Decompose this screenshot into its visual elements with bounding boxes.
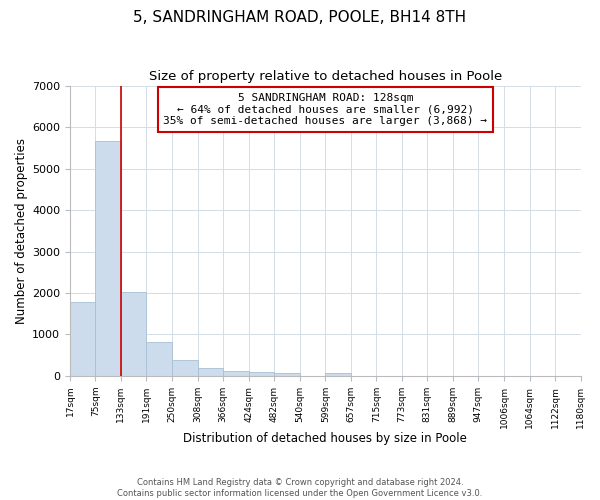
Bar <box>172 360 198 376</box>
Bar <box>121 292 146 376</box>
Bar <box>146 342 172 376</box>
Y-axis label: Number of detached properties: Number of detached properties <box>15 138 28 324</box>
Bar <box>223 370 248 376</box>
Bar <box>248 372 274 376</box>
Bar <box>325 373 351 376</box>
Bar <box>95 141 121 376</box>
X-axis label: Distribution of detached houses by size in Poole: Distribution of detached houses by size … <box>184 432 467 445</box>
Text: 5 SANDRINGHAM ROAD: 128sqm
← 64% of detached houses are smaller (6,992)
35% of s: 5 SANDRINGHAM ROAD: 128sqm ← 64% of deta… <box>163 93 487 126</box>
Bar <box>198 368 223 376</box>
Text: Contains HM Land Registry data © Crown copyright and database right 2024.
Contai: Contains HM Land Registry data © Crown c… <box>118 478 482 498</box>
Bar <box>70 302 95 376</box>
Title: Size of property relative to detached houses in Poole: Size of property relative to detached ho… <box>149 70 502 83</box>
Bar <box>274 374 299 376</box>
Text: 5, SANDRINGHAM ROAD, POOLE, BH14 8TH: 5, SANDRINGHAM ROAD, POOLE, BH14 8TH <box>133 10 467 25</box>
